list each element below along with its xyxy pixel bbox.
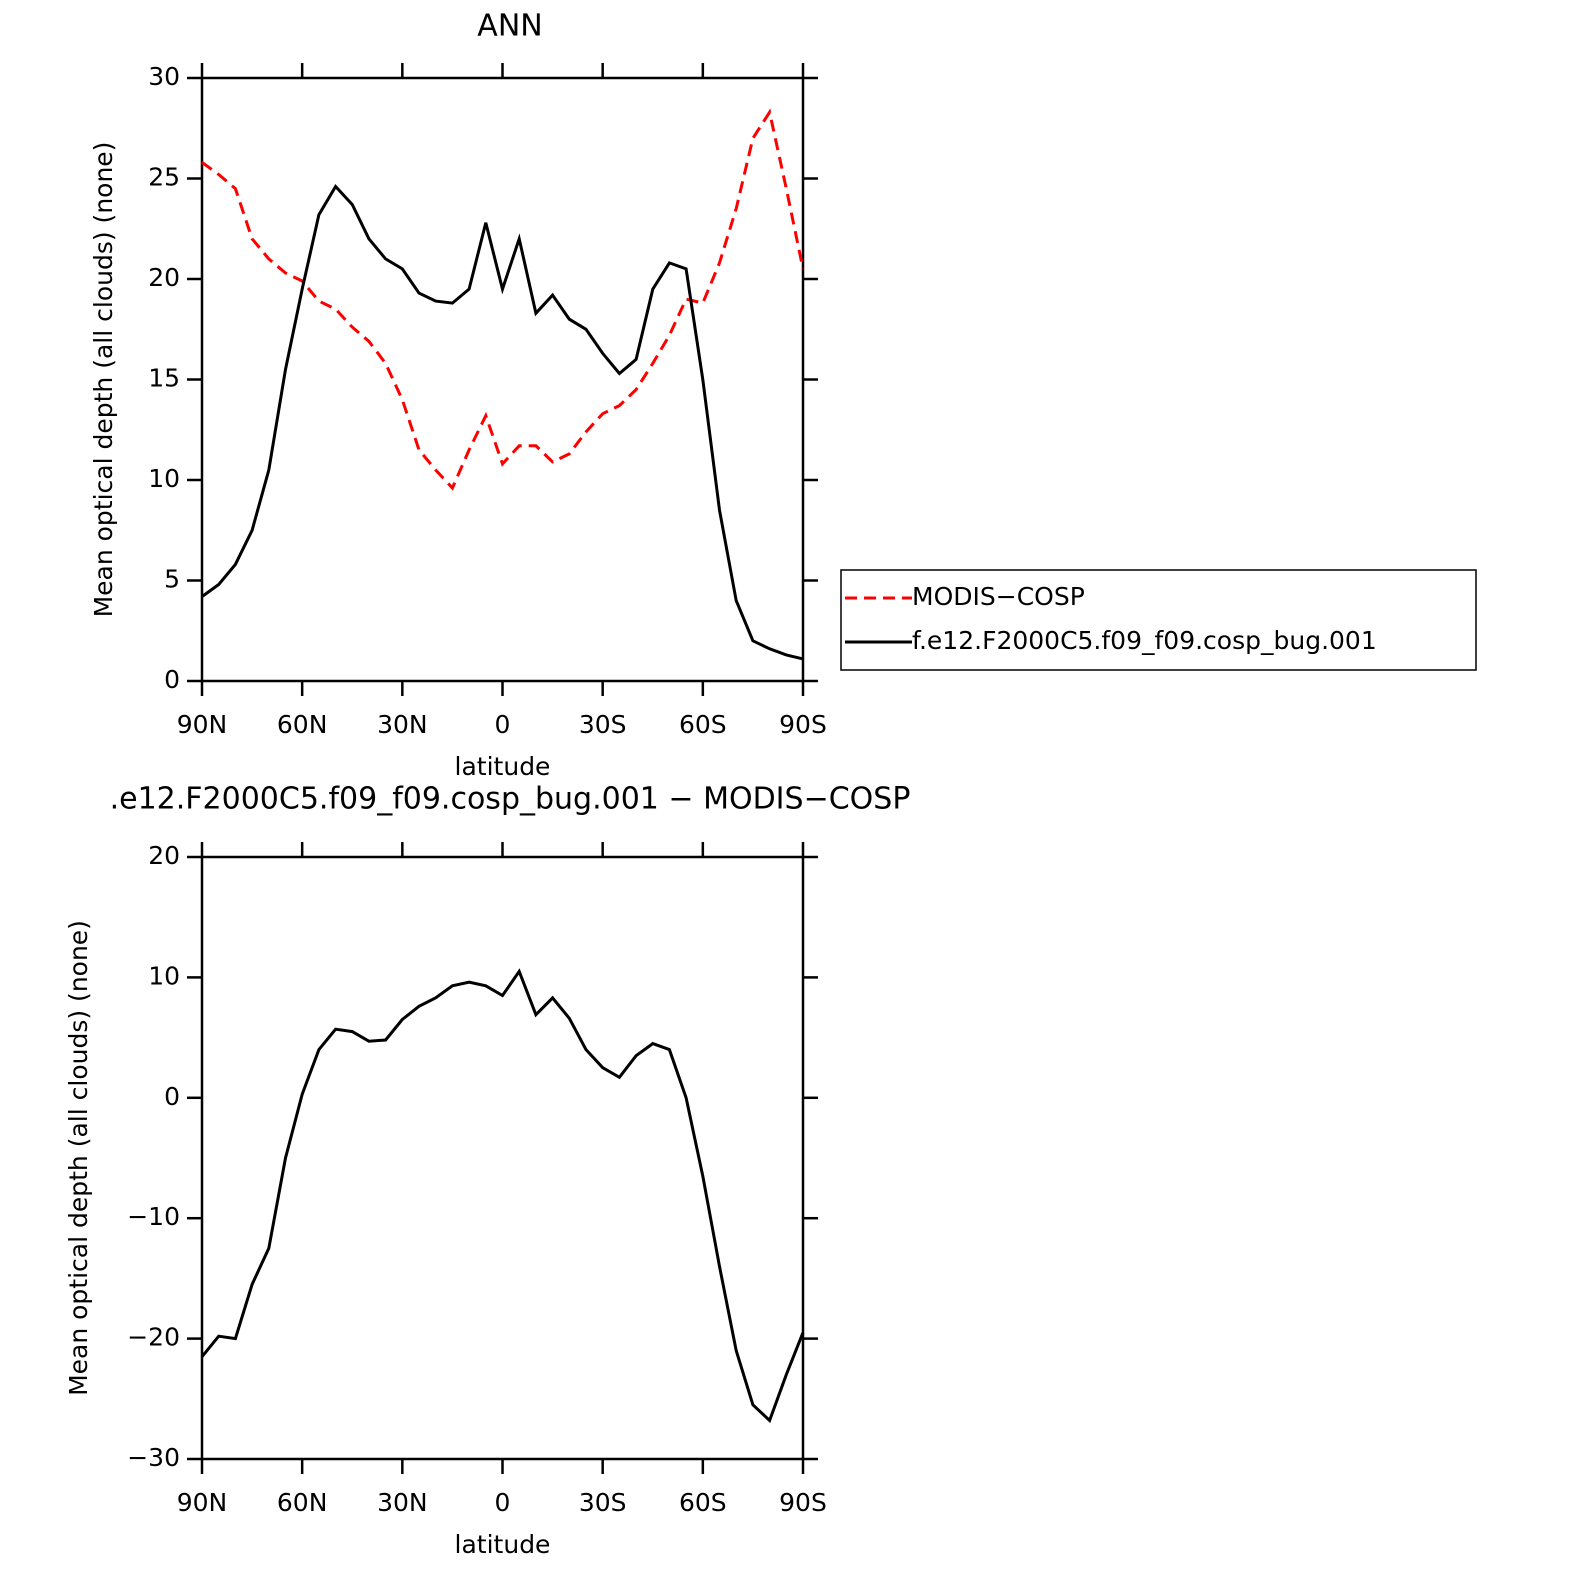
data-line xyxy=(201,108,805,491)
x-axis-label: latitude xyxy=(455,752,551,781)
x-tick-label: 90N xyxy=(177,710,228,739)
x-tick-label: 30S xyxy=(579,710,627,739)
x-tick-label: 60S xyxy=(679,710,727,739)
x-tick-label: 90S xyxy=(779,710,827,739)
y-tick-label: 5 xyxy=(164,565,180,594)
y-tick-label: 25 xyxy=(148,163,180,192)
y-tick-label: 30 xyxy=(148,62,180,91)
y-tick-label: 15 xyxy=(148,364,180,393)
data-line xyxy=(200,968,805,1424)
legend-label: f.e12.F2000C5.f09_f09.cosp_bug.001 xyxy=(912,626,1377,655)
x-tick-label: 30N xyxy=(377,1488,428,1517)
data-line xyxy=(201,184,804,661)
x-tick-label: 60N xyxy=(277,710,328,739)
x-tick-label: 30S xyxy=(579,1488,627,1517)
x-tick-label: 90N xyxy=(177,1488,228,1517)
chart-title: .e12.F2000C5.f09_f09.cosp_bug.001 − MODI… xyxy=(110,782,911,817)
plot-frame xyxy=(200,76,805,683)
x-tick-label: 0 xyxy=(495,1488,511,1517)
x-tick-label: 60N xyxy=(277,1488,328,1517)
y-tick-label: 10 xyxy=(148,464,180,493)
y-tick-label: 20 xyxy=(148,841,180,870)
y-tick-label: −30 xyxy=(127,1443,180,1472)
y-tick-label: 20 xyxy=(148,263,180,292)
chart-title: ANN xyxy=(477,9,542,44)
x-axis-label: latitude xyxy=(455,1530,551,1559)
y-tick-label: 10 xyxy=(148,961,180,990)
x-tick-label: 30N xyxy=(377,710,428,739)
x-tick-label: 60S xyxy=(679,1488,727,1517)
x-tick-label: 90S xyxy=(779,1488,827,1517)
y-axis-label: Mean optical depth (all clouds) (none) xyxy=(89,142,118,618)
y-tick-label: −20 xyxy=(127,1323,180,1352)
plot-frame xyxy=(200,855,805,1461)
y-axis-label: Mean optical depth (all clouds) (none) xyxy=(64,920,93,1396)
y-tick-label: 0 xyxy=(164,1082,180,1111)
legend-label: MODIS−COSP xyxy=(912,582,1085,611)
y-tick-label: −10 xyxy=(127,1202,180,1231)
x-tick-label: 0 xyxy=(495,710,511,739)
legend-box xyxy=(840,569,1477,671)
y-tick-label: 0 xyxy=(164,665,180,694)
